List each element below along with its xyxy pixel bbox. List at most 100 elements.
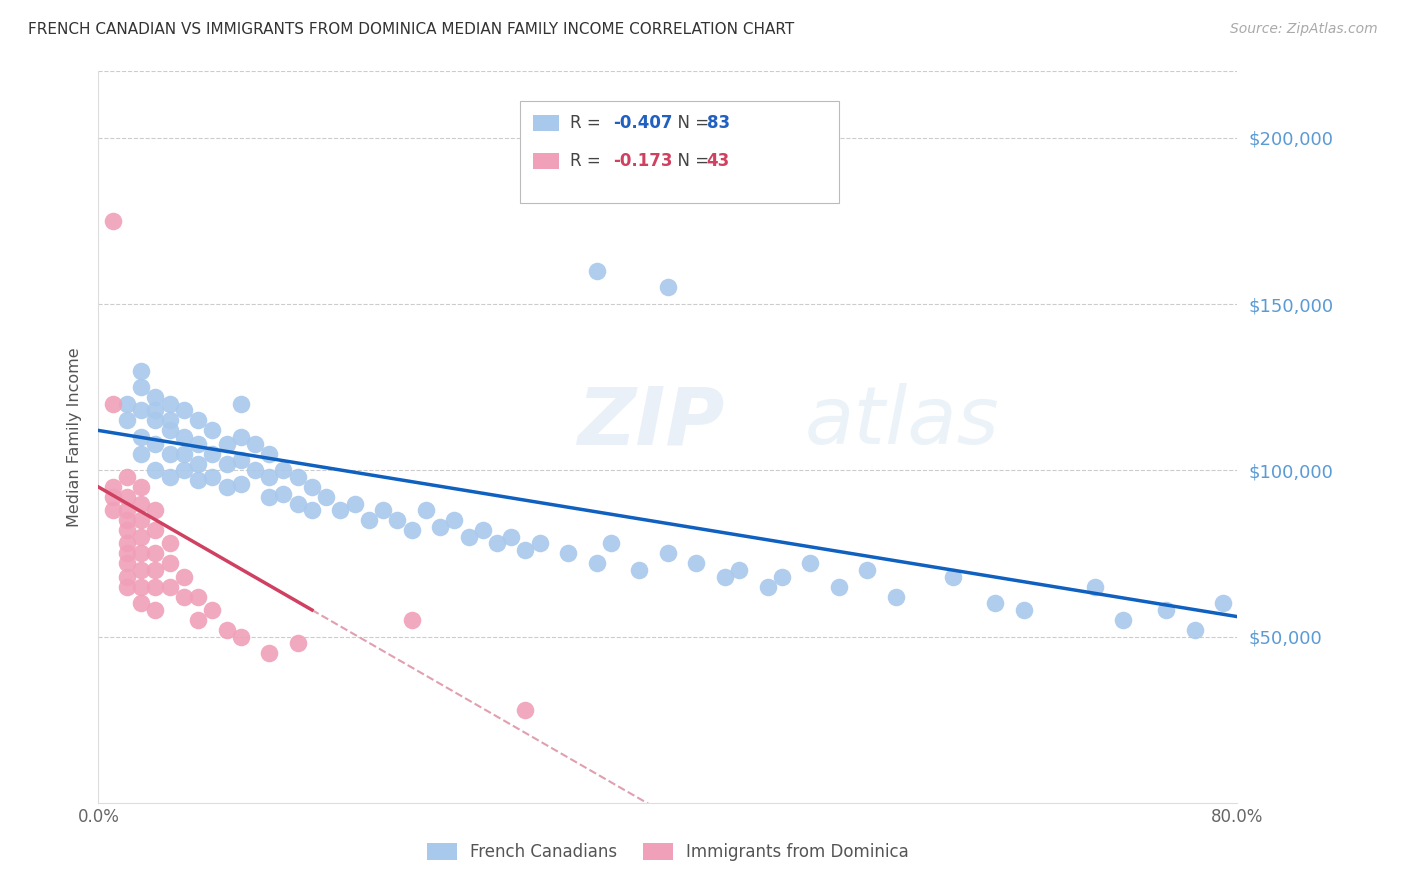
Point: [243, 463, 266, 477]
Point: [173, 430, 195, 444]
Text: ZIP: ZIP: [576, 384, 724, 461]
Point: [173, 590, 195, 604]
Point: [187, 473, 209, 487]
Point: [101, 214, 124, 228]
Text: N =: N =: [666, 152, 714, 169]
Point: [387, 513, 409, 527]
Point: [301, 503, 323, 517]
Point: [259, 490, 281, 504]
Point: [856, 563, 879, 577]
Point: [273, 486, 295, 500]
Point: [173, 403, 195, 417]
Point: [828, 580, 851, 594]
Point: [173, 463, 195, 477]
Point: [215, 480, 238, 494]
Text: 43: 43: [707, 152, 730, 169]
Point: [129, 380, 152, 394]
Point: [101, 503, 124, 517]
Point: [159, 470, 181, 484]
Point: [273, 463, 295, 477]
Point: [129, 596, 152, 610]
Text: -0.407: -0.407: [613, 113, 672, 131]
Point: [145, 603, 167, 617]
Point: [145, 436, 167, 450]
Point: [201, 603, 224, 617]
Point: [229, 476, 252, 491]
Point: [145, 503, 167, 517]
Point: [187, 413, 209, 427]
Point: [159, 536, 181, 550]
Point: [357, 513, 380, 527]
Point: [770, 570, 793, 584]
Point: [1012, 603, 1035, 617]
Point: [145, 563, 167, 577]
Point: [557, 546, 579, 560]
Point: [129, 497, 152, 511]
Point: [115, 490, 138, 504]
Point: [145, 523, 167, 537]
Point: [799, 557, 821, 571]
Point: [129, 563, 152, 577]
Point: [229, 397, 252, 411]
Text: R =: R =: [569, 152, 612, 169]
Point: [115, 397, 138, 411]
Point: [115, 413, 138, 427]
Point: [415, 503, 437, 517]
Point: [129, 447, 152, 461]
Text: N =: N =: [666, 113, 714, 131]
Point: [201, 447, 224, 461]
Point: [115, 580, 138, 594]
Point: [201, 470, 224, 484]
Point: [728, 563, 751, 577]
Point: [187, 436, 209, 450]
Point: [145, 463, 167, 477]
Point: [187, 590, 209, 604]
Point: [129, 513, 152, 527]
Legend: French Canadians, Immigrants from Dominica: French Canadians, Immigrants from Domini…: [420, 836, 915, 868]
Point: [259, 646, 281, 660]
Point: [115, 536, 138, 550]
Point: [129, 363, 152, 377]
Point: [159, 557, 181, 571]
Point: [984, 596, 1007, 610]
Text: atlas: atlas: [804, 384, 1000, 461]
Point: [215, 457, 238, 471]
Point: [229, 453, 252, 467]
Point: [145, 403, 167, 417]
Point: [429, 520, 451, 534]
Point: [1184, 623, 1206, 637]
Point: [129, 403, 152, 417]
Point: [628, 563, 651, 577]
Point: [259, 447, 281, 461]
Point: [401, 523, 423, 537]
Point: [129, 580, 152, 594]
Point: [173, 570, 195, 584]
Point: [287, 470, 309, 484]
Point: [115, 570, 138, 584]
Point: [159, 413, 181, 427]
Point: [1084, 580, 1107, 594]
Point: [115, 513, 138, 527]
Point: [329, 503, 352, 517]
Point: [401, 613, 423, 627]
Point: [457, 530, 479, 544]
Point: [145, 413, 167, 427]
Point: [685, 557, 707, 571]
Point: [243, 436, 266, 450]
Point: [657, 280, 679, 294]
Point: [145, 390, 167, 404]
Point: [129, 480, 152, 494]
Text: FRENCH CANADIAN VS IMMIGRANTS FROM DOMINICA MEDIAN FAMILY INCOME CORRELATION CHA: FRENCH CANADIAN VS IMMIGRANTS FROM DOMIN…: [28, 22, 794, 37]
Text: Source: ZipAtlas.com: Source: ZipAtlas.com: [1230, 22, 1378, 37]
Point: [159, 580, 181, 594]
Point: [115, 557, 138, 571]
Point: [501, 530, 523, 544]
Point: [259, 470, 281, 484]
Point: [115, 503, 138, 517]
Point: [585, 264, 607, 278]
Point: [515, 543, 537, 558]
Point: [515, 703, 537, 717]
Text: 83: 83: [707, 113, 730, 131]
Point: [215, 623, 238, 637]
Point: [1154, 603, 1177, 617]
